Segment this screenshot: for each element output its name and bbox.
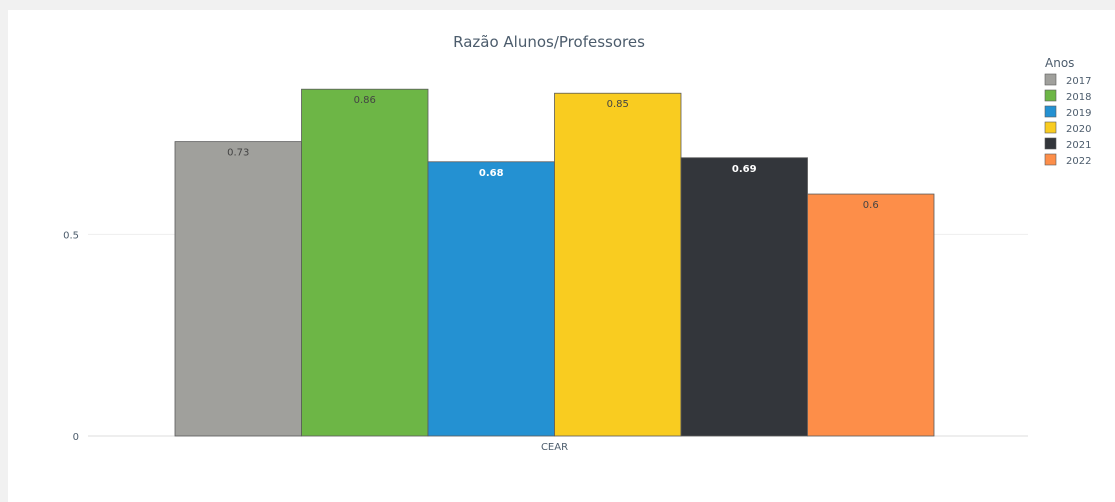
legend-label-2017[interactable]: 2017 [1066,76,1091,87]
legend-swatch-2017[interactable] [1044,73,1057,86]
legend-swatch-2021[interactable] [1044,137,1057,150]
bar-chart: Razão Alunos/Professores 0.73 0.86 0.68 0.8… [63,33,1091,453]
data-label-2019: 0.68 [479,168,504,179]
legend-swatch-2019[interactable] [1044,105,1057,118]
data-label-2020: 0.85 [607,99,629,110]
legend-swatch-2018[interactable] [1044,89,1057,102]
y-tick-label: 0 [73,432,79,443]
bar-2017[interactable] [174,141,302,437]
legend-label-2021[interactable]: 2021 [1066,140,1091,151]
bar-2021[interactable] [680,157,808,437]
legend-label-2020[interactable]: 2020 [1066,124,1091,135]
legend-swatch-2022[interactable] [1044,153,1057,166]
data-label-2018: 0.86 [354,95,376,106]
legend-label-2018[interactable]: 2018 [1066,92,1091,103]
legend-title: Anos [1045,56,1074,70]
legend[interactable]: Anos 2017 2018 2019 2020 2021 2022 [1044,56,1091,167]
bars [174,88,935,437]
bar-2019[interactable] [427,161,555,437]
data-label-2017: 0.73 [227,148,249,159]
y-tick-label: 0.5 [63,230,79,241]
x-tick-label: CEAR [541,442,568,453]
axes: 0 0.5 CEAR [63,230,568,453]
bar-2018[interactable] [301,88,429,437]
bar-2020[interactable] [554,92,682,437]
legend-label-2019[interactable]: 2019 [1066,108,1091,119]
data-label-2022: 0.6 [863,200,879,211]
bar-labels: 0.73 0.86 0.68 0.85 0.69 0.6 [227,95,879,211]
legend-swatch-2020[interactable] [1044,121,1057,134]
chart-title: Razão Alunos/Professores [453,33,645,51]
chart-container: Razão Alunos/Professores 0.73 0.86 0.68 0.8… [8,10,1115,502]
bar-2022[interactable] [807,193,935,437]
data-label-2021: 0.69 [732,164,757,175]
legend-label-2022[interactable]: 2022 [1066,156,1091,167]
